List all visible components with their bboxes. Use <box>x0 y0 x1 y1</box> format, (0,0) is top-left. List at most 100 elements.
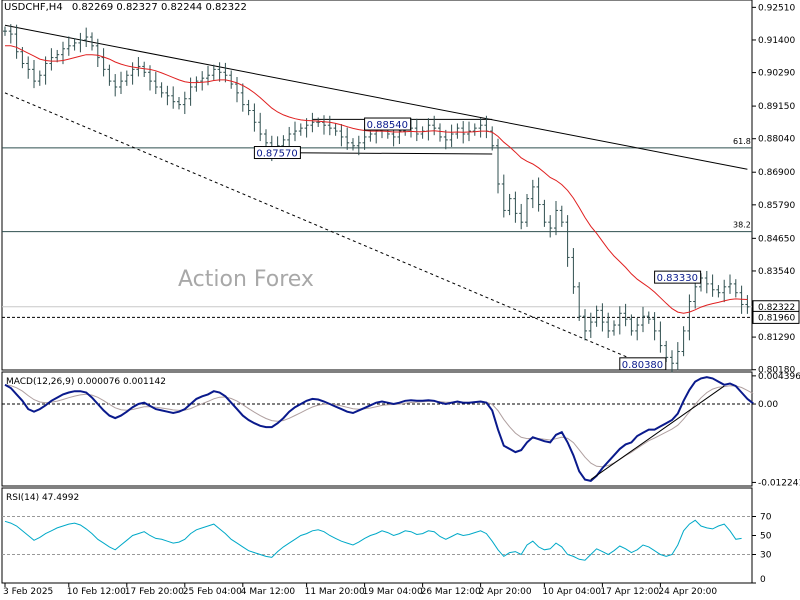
macd-line <box>4 376 754 482</box>
panel-frame-2 <box>1 487 753 584</box>
panel-frame-0 <box>1 0 753 371</box>
price-bar <box>66 36 71 56</box>
price-bar <box>217 62 222 82</box>
x-tick-label: 4 Mar 12:00 <box>241 587 296 597</box>
macd-y-tick-label: 0.004396 <box>758 372 800 382</box>
price-bar <box>211 64 216 80</box>
price-bar <box>95 38 100 68</box>
x-tick-label: 17 Apr 12:00 <box>600 587 659 597</box>
level-price-box <box>752 310 800 324</box>
price-bar <box>449 124 454 147</box>
y-tick-label: 0.90290 <box>758 69 795 79</box>
price-bar <box>119 71 123 95</box>
price-bar <box>72 38 77 51</box>
price-bar <box>670 350 674 373</box>
price-callout-box-2 <box>654 270 702 284</box>
price-bar <box>264 129 268 148</box>
price-bar <box>78 32 83 53</box>
price-bar <box>507 193 512 216</box>
price-bar <box>722 279 727 303</box>
price-bar <box>8 24 13 44</box>
price-bar <box>687 294 692 341</box>
price-bar <box>496 138 500 194</box>
rsi-y-tick-label: 0 <box>760 575 766 585</box>
chart-header: USDCHF,H4 0.82269 0.82327 0.82244 0.8232… <box>4 2 247 13</box>
x-tick-label: 24 Apr 20:00 <box>658 587 717 597</box>
price-callout-0: 0.88540 <box>367 120 408 131</box>
y-tick-label: 0.91400 <box>758 36 795 46</box>
price-bar <box>130 62 135 85</box>
price-bar <box>426 118 431 141</box>
price-bar <box>565 215 570 267</box>
x-tick-label: 26 Mar 12:00 <box>421 587 481 597</box>
price-bar <box>414 118 419 142</box>
price-bar <box>356 135 361 156</box>
price-bar <box>182 91 187 115</box>
price-bar <box>252 103 257 132</box>
price-bar <box>287 126 292 150</box>
price-bar <box>513 191 518 223</box>
x-tick-label: 2 Apr 20:00 <box>479 587 532 597</box>
macd-y-tick-label: -0.012241 <box>758 478 800 488</box>
price-bar <box>316 117 321 127</box>
price-bar <box>194 76 199 92</box>
price-bar <box>165 85 170 106</box>
y-tick-label: 0.80180 <box>758 366 795 376</box>
macd-title: MACD(12,26,9) 0.000076 0.001142 <box>6 377 166 387</box>
price-bar <box>704 270 709 294</box>
price-callout-2: 0.83330 <box>657 273 698 284</box>
moving-average-line <box>5 45 748 314</box>
price-bar <box>49 48 54 71</box>
price-bar <box>171 86 176 109</box>
y-tick-label: 0.92510 <box>758 3 795 13</box>
trendline-0 <box>4 24 748 170</box>
price-bar <box>298 123 303 136</box>
price-callout-1: 0.87570 <box>256 149 297 160</box>
price-bar <box>84 27 89 48</box>
price-bar <box>646 311 651 324</box>
price-bar <box>177 96 181 110</box>
x-tick-label: 10 Feb 12:00 <box>67 587 126 597</box>
price-bar <box>519 203 524 230</box>
price-bar <box>443 129 448 150</box>
price-bar <box>525 193 529 227</box>
price-bar <box>530 179 535 209</box>
price-bar <box>594 305 599 327</box>
price-bar <box>652 312 657 341</box>
rsi-y-tick-label: 70 <box>760 513 772 523</box>
price-bar <box>617 306 622 335</box>
price-bar <box>641 306 645 333</box>
watermark-text: Action Forex <box>178 267 314 292</box>
price-bar <box>229 70 234 89</box>
rsi-y-tick-label: 30 <box>760 551 772 561</box>
price-bar <box>710 274 715 297</box>
x-tick-label: 19 Mar 04:00 <box>363 587 423 597</box>
trendline-1 <box>4 92 644 365</box>
price-callout-box-0 <box>364 117 412 131</box>
rsi-title: RSI(14) 47.4992 <box>6 493 79 503</box>
price-bar <box>606 312 611 338</box>
y-tick-label: 0.84650 <box>758 234 795 244</box>
symbol-label: USDCHF,H4 <box>4 2 63 13</box>
price-bar <box>542 199 547 227</box>
price-bar <box>681 326 686 357</box>
price-bar <box>240 83 245 112</box>
price-bar <box>635 317 640 341</box>
price-bar <box>26 56 31 79</box>
price-bar <box>258 112 263 142</box>
price-bar <box>101 48 106 77</box>
price-bar <box>501 174 506 218</box>
price-bar <box>37 70 42 86</box>
price-bar <box>675 342 680 371</box>
y-tick-label: 0.89150 <box>758 102 795 112</box>
macd-trendline <box>590 385 725 481</box>
price-bar <box>159 82 164 98</box>
price-bar <box>658 321 663 353</box>
price-callout-box-3 <box>619 357 667 371</box>
price-bar <box>490 126 495 151</box>
price-bar <box>246 99 251 116</box>
x-tick-label: 11 Mar 20:00 <box>305 587 365 597</box>
price-bar <box>583 309 587 341</box>
price-bar <box>32 59 36 89</box>
